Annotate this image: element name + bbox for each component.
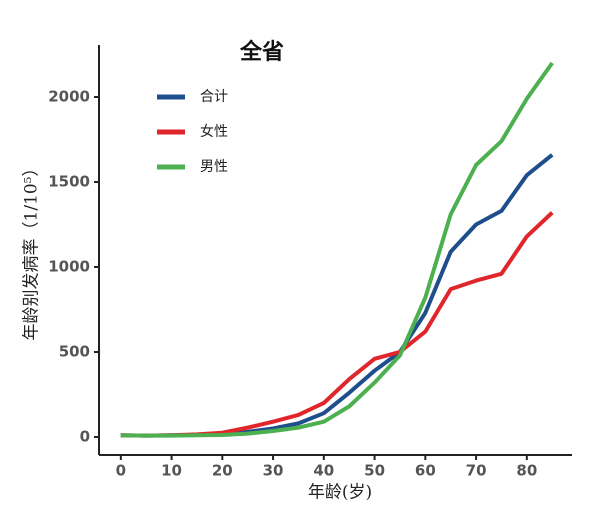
x-tick-label: 20 (212, 462, 233, 480)
x-tick-label: 80 (516, 462, 537, 480)
y-tick-label: 0 (80, 427, 90, 445)
x-tick-label: 60 (415, 462, 436, 480)
y-axis-label: 年龄别发病率（1/10⁵） (22, 160, 42, 341)
y-tick-label: 500 (59, 342, 90, 360)
legend-label: 合计 (200, 89, 228, 105)
x-axis-label: 年龄(岁) (308, 483, 372, 503)
x-tick-label: 10 (161, 462, 182, 480)
y-tick-label: 1000 (48, 257, 90, 275)
x-tick-label: 70 (466, 462, 487, 480)
y-tick-label: 2000 (48, 88, 90, 106)
y-tick-label: 1500 (48, 173, 90, 191)
series-line (120, 61, 554, 438)
x-tick-label: 50 (364, 462, 385, 480)
x-tick-label: 0 (116, 462, 126, 480)
legend-label: 男性 (200, 159, 228, 175)
chart-title: 全省 (239, 39, 284, 65)
x-tick-label: 40 (313, 462, 334, 480)
legend-label: 女性 (200, 123, 228, 140)
x-tick-label: 30 (263, 462, 284, 480)
